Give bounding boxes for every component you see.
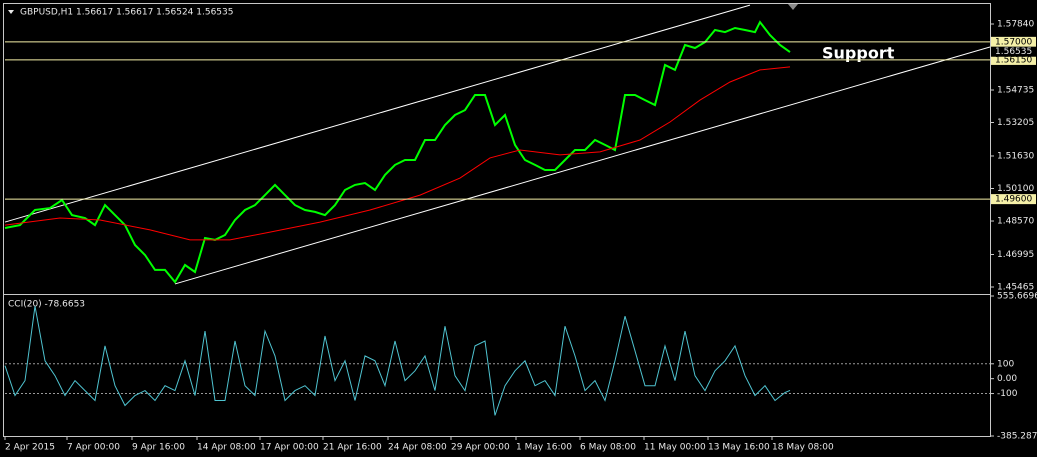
series-line bbox=[4, 66, 791, 241]
y-tick-label: 1.50100 bbox=[997, 184, 1034, 194]
y-tick-label: 1.48570 bbox=[997, 217, 1034, 227]
x-tick-label: 6 May 08:00 bbox=[580, 443, 636, 453]
menu-arrow bbox=[8, 10, 14, 14]
last-price-bg bbox=[991, 46, 1036, 57]
y-tick-label: 1.57840 bbox=[997, 19, 1034, 29]
y-tick-label: -100 bbox=[997, 389, 1018, 399]
indicator-title: CCI(20) -78.6653 bbox=[8, 300, 85, 310]
trendline bbox=[174, 46, 990, 285]
series-line bbox=[4, 306, 791, 416]
x-tick-label: 17 Apr 00:00 bbox=[260, 443, 319, 453]
x-tick-label: 11 May 00:00 bbox=[644, 443, 706, 453]
y-tick-label: 555.6696 bbox=[997, 292, 1037, 302]
x-tick-label: 24 Apr 08:00 bbox=[388, 443, 447, 453]
level-label: 1.57000 bbox=[995, 37, 1032, 47]
x-tick-label: 13 May 16:00 bbox=[708, 443, 770, 453]
level-label: 1.49600 bbox=[995, 195, 1032, 205]
x-tick-label: 2 Apr 2015 bbox=[5, 443, 55, 453]
level-label-bg bbox=[991, 36, 1036, 47]
y-tick-label: 100 bbox=[997, 359, 1014, 369]
y-tick-label: 1.54735 bbox=[997, 85, 1034, 95]
shift-marker bbox=[788, 4, 798, 10]
chart-frame bbox=[3, 3, 991, 437]
y-tick-label: 1.46995 bbox=[997, 250, 1034, 260]
level-label-bg bbox=[991, 194, 1036, 205]
x-tick-label: 29 Apr 00:00 bbox=[451, 443, 510, 453]
y-tick-label: 1.51630 bbox=[997, 151, 1034, 161]
level-label: 1.56150 bbox=[995, 55, 1032, 65]
x-tick-label: 14 Apr 08:00 bbox=[197, 443, 256, 453]
y-tick-label: 1.53205 bbox=[997, 118, 1034, 128]
x-tick-label: 7 Apr 00:00 bbox=[67, 443, 120, 453]
last-price-label: 1.56535 bbox=[995, 47, 1032, 57]
x-tick-label: 9 Apr 16:00 bbox=[132, 443, 185, 453]
y-tick-label: 1.45465 bbox=[997, 283, 1034, 293]
x-tick-label: 21 Apr 16:00 bbox=[323, 443, 382, 453]
annotation: Support bbox=[822, 44, 895, 63]
x-tick-label: 18 May 08:00 bbox=[772, 443, 834, 453]
trendline bbox=[4, 4, 751, 223]
y-tick-label: 0.00 bbox=[997, 374, 1017, 384]
series-line bbox=[4, 20, 791, 284]
y-tick-label: -385.2873 bbox=[997, 432, 1037, 442]
x-tick-label: 1 May 16:00 bbox=[516, 443, 572, 453]
plot-area bbox=[4, 4, 990, 285]
plot-area bbox=[4, 306, 990, 416]
chart-title: GBPUSD,H1 1.56617 1.56617 1.56524 1.5653… bbox=[20, 8, 233, 18]
level-label-bg bbox=[991, 54, 1036, 65]
